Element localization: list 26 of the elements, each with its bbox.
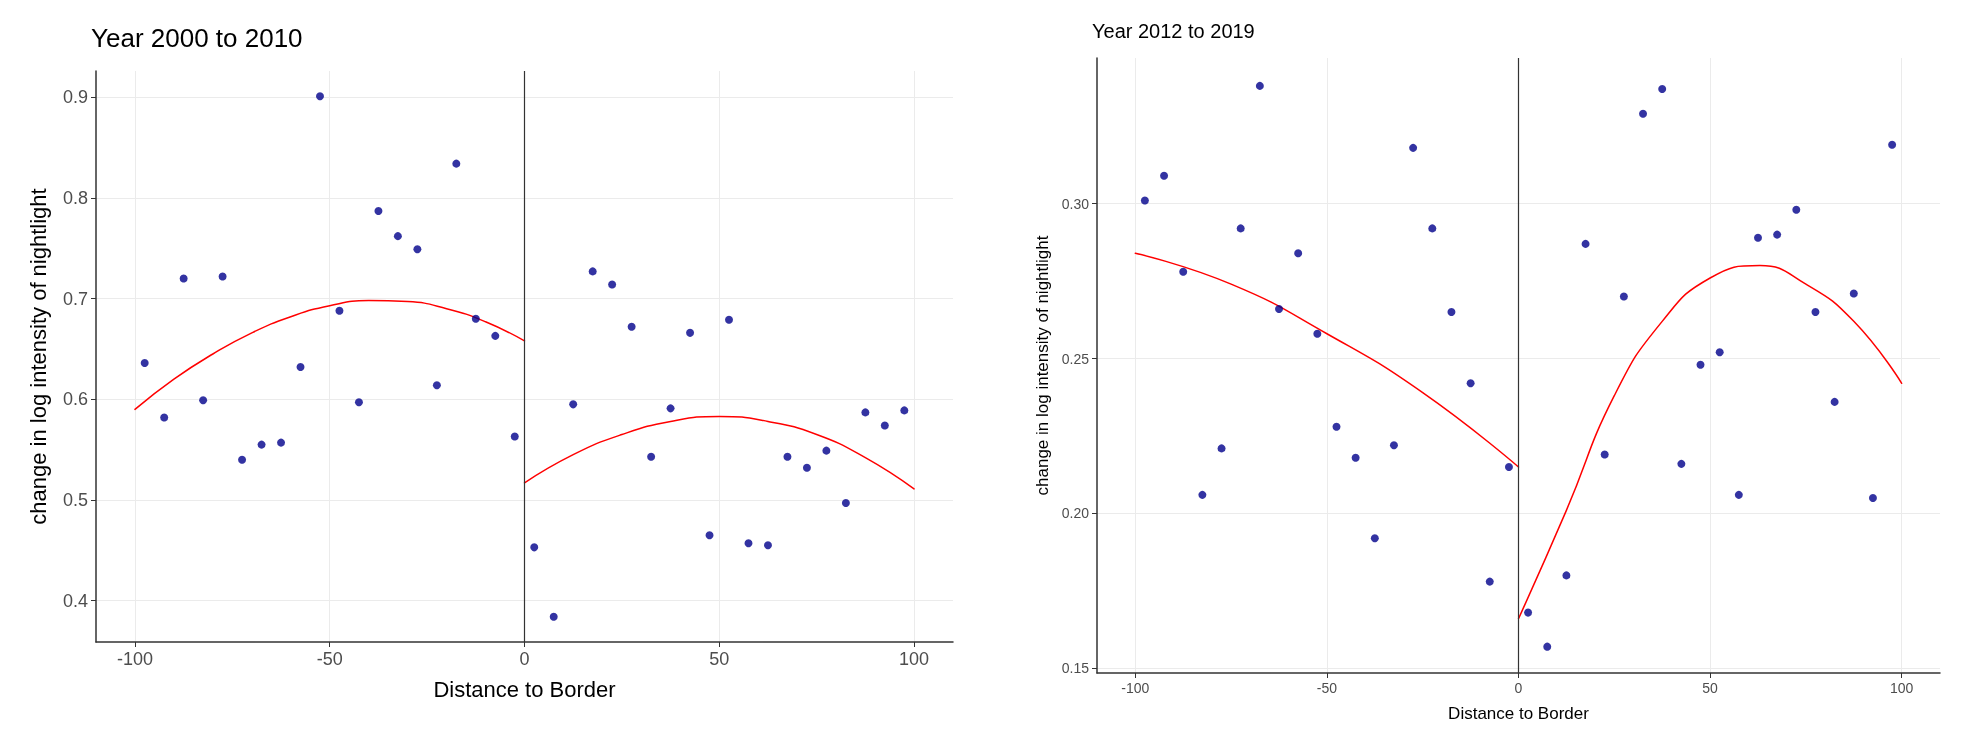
x-tick-label: 100 <box>899 649 930 669</box>
x-tick-label: -100 <box>1121 680 1150 696</box>
chart-title: Year 2012 to 2019 <box>1092 20 1255 42</box>
y-tick-label: 0.4 <box>62 590 88 611</box>
y-tick-label: 0.9 <box>62 87 88 108</box>
y-tick-label: 0.6 <box>62 389 88 410</box>
y-axis-title: change in log intensity of nightlight <box>25 188 51 525</box>
x-tick-label: -100 <box>116 649 153 669</box>
y-tick-label: 0.20 <box>1061 505 1090 522</box>
y-tick-label: 0.15 <box>1061 660 1090 677</box>
x-tick-label: 50 <box>709 649 730 669</box>
x-tick-label: 0 <box>1514 680 1523 696</box>
y-tick-label: 0.25 <box>1061 350 1090 367</box>
y-tick-label: 0.8 <box>62 187 88 208</box>
x-tick-label: 100 <box>1890 680 1914 696</box>
y-tick-label: 0.30 <box>1061 195 1090 212</box>
x-axis-title: Distance to Border <box>433 676 616 702</box>
y-tick-label: 0.5 <box>62 490 88 511</box>
x-tick-label: -50 <box>1316 680 1338 696</box>
chart-title: Year 2000 to 2010 <box>91 23 303 53</box>
x-tick-label: 50 <box>1702 680 1719 696</box>
x-axis-title: Distance to Border <box>1448 704 1590 723</box>
x-tick-label: 0 <box>519 649 530 669</box>
x-tick-label: -50 <box>316 649 343 669</box>
y-tick-label: 0.7 <box>62 288 88 309</box>
y-axis-title: change in log intensity of nightlight <box>1032 235 1052 496</box>
